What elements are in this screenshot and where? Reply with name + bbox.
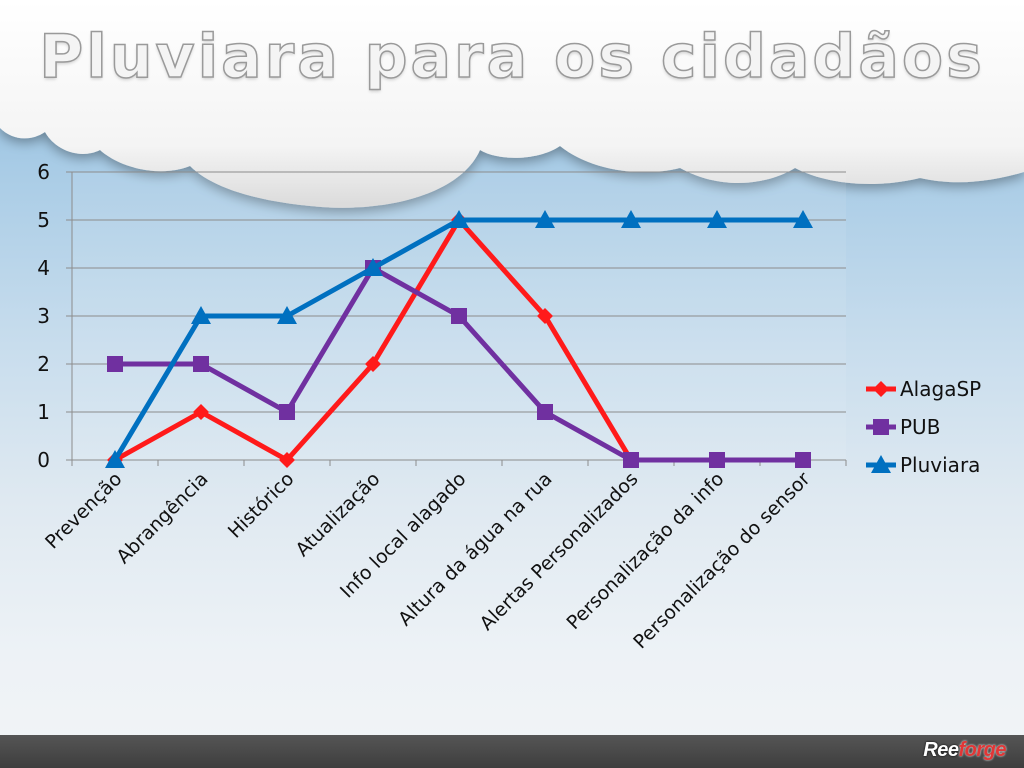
data-point-alagasp: [193, 404, 209, 420]
data-point-pub: [193, 356, 209, 372]
x-tick-label: Atualização: [291, 468, 384, 561]
data-point-pub: [107, 356, 123, 372]
data-point-alagasp: [537, 308, 553, 324]
y-tick-label: 1: [37, 400, 50, 424]
legend-marker-alagasp: [873, 381, 889, 397]
footer-bar: [0, 735, 1024, 768]
x-tick-label: Personalização do sensor: [629, 468, 814, 653]
data-point-pluviara: [363, 258, 383, 276]
data-point-pub: [451, 308, 467, 324]
slide-title: Pluviara para os cidadãos: [38, 21, 985, 93]
legend-marker-pub: [873, 419, 889, 435]
data-point-pluviara: [707, 210, 727, 228]
x-tick-label: Prevenção: [41, 468, 126, 553]
data-point-pub: [709, 452, 725, 468]
y-tick-label: 6: [37, 160, 50, 184]
data-point-pub: [279, 404, 295, 420]
x-tick-label: Altura da água na rua: [394, 468, 556, 630]
x-tick-label: Histórico: [224, 468, 299, 543]
data-point-alagasp: [365, 356, 381, 372]
data-point-pluviara: [621, 210, 641, 228]
legend-label-pluviara: Pluviara: [900, 453, 980, 477]
y-tick-label: 4: [37, 256, 50, 280]
y-tick-label: 2: [37, 352, 50, 376]
data-point-pluviara: [191, 306, 211, 324]
data-point-pluviara: [449, 210, 469, 228]
x-tick-label: Alertas Personalizados: [476, 468, 643, 635]
x-tick-label: Personalização da info: [563, 468, 729, 634]
data-point-alagasp: [279, 452, 295, 468]
legend-label-pub: PUB: [900, 415, 940, 439]
brand-logo-part2: forge: [958, 739, 1007, 761]
x-tick-label: Abrangência: [112, 468, 212, 568]
data-point-pluviara: [535, 210, 555, 228]
data-point-pub: [537, 404, 553, 420]
data-point-pluviara: [105, 450, 125, 468]
data-point-pluviara: [277, 306, 297, 324]
legend-label-alagasp: AlagaSP: [900, 377, 981, 401]
data-point-pub: [623, 452, 639, 468]
y-tick-label: 5: [37, 208, 50, 232]
y-tick-label: 0: [37, 448, 50, 472]
brand-logo-part1: Ree: [923, 739, 959, 761]
data-point-pluviara: [793, 210, 813, 228]
brand-logo: Reeforge: [923, 737, 1006, 763]
legend-marker-pluviara: [871, 455, 891, 473]
y-tick-label: 3: [37, 304, 50, 328]
data-point-pub: [795, 452, 811, 468]
